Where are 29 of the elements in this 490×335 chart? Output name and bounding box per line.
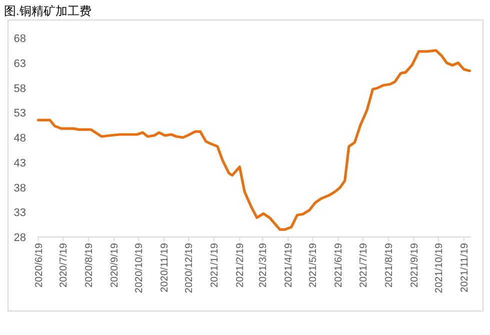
x-tick-label: 2021/7/19 xyxy=(358,242,370,288)
x-tick-label: 2021/4/19 xyxy=(284,242,295,288)
x-tick-label: 2020/8/19 xyxy=(84,242,95,288)
y-tick-label: 48 xyxy=(14,132,26,144)
chart-title: 图.铜精矿加工费 xyxy=(4,4,92,18)
x-tick-label: 2020/7/19 xyxy=(58,242,70,288)
y-tick-label: 53 xyxy=(14,108,26,120)
x-tick-label: 2021/8/19 xyxy=(384,242,395,288)
line-series xyxy=(37,49,471,231)
y-tick-label: 58 xyxy=(14,82,26,95)
x-tick-label: 2020/10/19 xyxy=(134,242,146,294)
x-tick-label: 2020/6/19 xyxy=(34,242,45,288)
x-tick-label: 2021/10/19 xyxy=(434,242,445,294)
x-tick-label: 2021/6/19 xyxy=(334,242,345,288)
x-tick-label: 2021/2/19 xyxy=(235,242,246,288)
x-tick-label: 2020/12/19 xyxy=(184,242,196,294)
y-tick-label: 43 xyxy=(14,157,26,170)
x-tick-label: 2021/1/19 xyxy=(210,242,221,288)
y-tick-label: 33 xyxy=(14,207,26,220)
x-tick-label: 2021/5/19 xyxy=(308,242,320,288)
y-tick-label: 68 xyxy=(14,33,26,45)
x-tick-label: 2021/11/19 xyxy=(459,242,470,292)
y-tick-label: 63 xyxy=(14,58,26,70)
x-tick-label: 2020/9/19 xyxy=(109,242,120,288)
x-tick-label: 2021/3/19 xyxy=(258,242,270,288)
y-tick-label: 28 xyxy=(14,232,26,244)
x-tick-label: 2020/11/19 xyxy=(160,242,171,292)
x-tick-label: 2021/9/19 xyxy=(409,242,420,288)
y-tick-label: 38 xyxy=(14,182,26,194)
